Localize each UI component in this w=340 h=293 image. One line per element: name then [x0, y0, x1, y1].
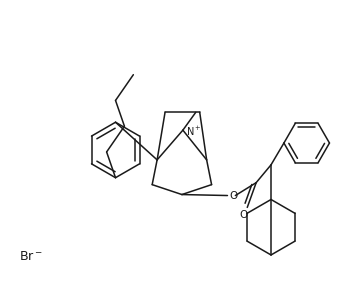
Text: N$^+$: N$^+$	[186, 125, 201, 138]
Text: Br$^-$: Br$^-$	[19, 251, 44, 263]
Text: O: O	[230, 190, 238, 200]
Text: O: O	[239, 210, 248, 220]
